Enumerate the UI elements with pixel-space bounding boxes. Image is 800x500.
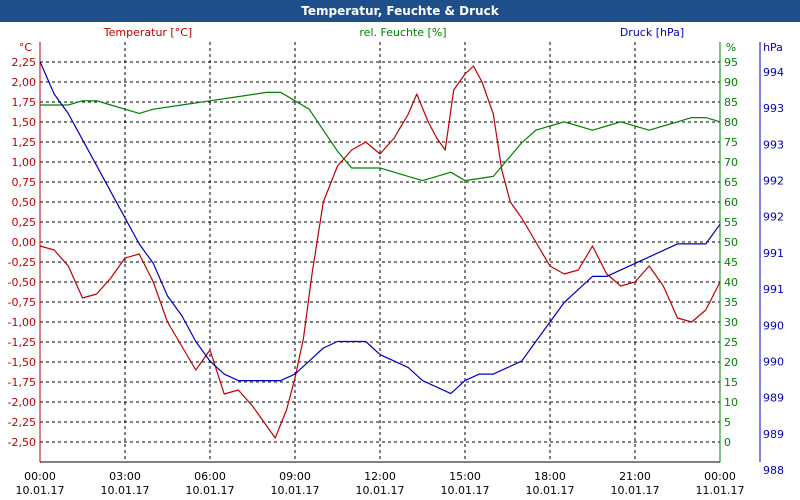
x-tick-date: 10.01.17 bbox=[356, 484, 405, 497]
humidity-tick-label: 85 bbox=[724, 96, 738, 109]
humidity-tick-label: 5 bbox=[724, 416, 731, 429]
humidity-tick-label: 90 bbox=[724, 76, 738, 89]
humidity-tick-label: 30 bbox=[724, 316, 738, 329]
temperature-tick-label: 0,50 bbox=[12, 196, 37, 209]
x-tick-date: 10.01.17 bbox=[526, 484, 575, 497]
temperature-tick-label: 1,50 bbox=[12, 116, 37, 129]
x-tick-date: 11.01.17 bbox=[696, 484, 745, 497]
humidity-tick-label: 55 bbox=[724, 216, 738, 229]
temperature-tick-label: -0,75 bbox=[8, 296, 36, 309]
x-tick-date: 10.01.17 bbox=[611, 484, 660, 497]
humidity-tick-label: 0 bbox=[724, 436, 731, 449]
pressure-tick-label: 990 bbox=[763, 355, 784, 368]
x-tick-time: 00:00 bbox=[704, 470, 736, 483]
pressure-tick-label: 992 bbox=[763, 175, 784, 188]
pressure-tick-label: 993 bbox=[763, 138, 784, 151]
temperature-tick-label: 0,75 bbox=[12, 176, 37, 189]
humidity-tick-label: 45 bbox=[724, 256, 738, 269]
temperature-tick-label: 1,25 bbox=[12, 136, 37, 149]
series bbox=[39, 61, 721, 439]
x-tick-time: 12:00 bbox=[364, 470, 396, 483]
temperature-tick-label: 2,00 bbox=[12, 76, 37, 89]
x-tick-time: 09:00 bbox=[279, 470, 311, 483]
x-tick-time: 15:00 bbox=[449, 470, 481, 483]
pressure-tick-label: 994 bbox=[763, 66, 784, 79]
grid bbox=[40, 42, 720, 462]
humidity-axis-unit: % bbox=[726, 41, 736, 54]
humidity-tick-label: 95 bbox=[724, 56, 738, 69]
x-tick-date: 10.01.17 bbox=[16, 484, 65, 497]
legend-pressure: Druck [hPa] bbox=[620, 26, 684, 39]
axes: 2,25 2,00 1,75 1,50 1,25 1,00 0,75 0,50 0,25 0,00… bbox=[8, 42, 784, 497]
humidity-tick-label: 80 bbox=[724, 116, 738, 129]
pressure-tick-label: 990 bbox=[763, 319, 784, 332]
x-tick-date: 10.01.17 bbox=[271, 484, 320, 497]
x-tick-time: 00:00 bbox=[24, 470, 56, 483]
temperature-tick-label: -2,50 bbox=[8, 436, 36, 449]
temperature-tick-label: -1,25 bbox=[8, 336, 36, 349]
pressure-axis-unit: hPa bbox=[763, 41, 783, 54]
chart: 2,25 2,00 1,75 1,50 1,25 1,00 0,75 0,50 0,25 0,00… bbox=[8, 26, 784, 497]
humidity-tick-label: 20 bbox=[724, 356, 738, 369]
x-tick-date: 10.01.17 bbox=[101, 484, 150, 497]
temperature-tick-label: -1,75 bbox=[8, 376, 36, 389]
pressure-tick-label: 992 bbox=[763, 211, 784, 224]
humidity-tick-label: 60 bbox=[724, 196, 738, 209]
humidity-tick-label: 70 bbox=[724, 156, 738, 169]
temperature-tick-label: 1,00 bbox=[12, 156, 37, 169]
legend-temperature: Temperatur [°C] bbox=[103, 26, 192, 39]
temperature-tick-label: -2,25 bbox=[8, 416, 36, 429]
humidity-tick-label: 25 bbox=[724, 336, 738, 349]
humidity-tick-label: 15 bbox=[724, 376, 738, 389]
humidity-tick-label: 10 bbox=[724, 396, 738, 409]
temperature-tick-label: -0,25 bbox=[8, 256, 36, 269]
x-tick-time: 06:00 bbox=[194, 470, 226, 483]
temperature-tick-label: -1,50 bbox=[8, 356, 36, 369]
humidity-tick-label: 75 bbox=[724, 136, 738, 149]
x-tick-time: 21:00 bbox=[619, 470, 651, 483]
temperature-tick-label: -0,50 bbox=[8, 276, 36, 289]
x-tick-time: 18:00 bbox=[534, 470, 566, 483]
pressure-tick-label: 989 bbox=[763, 392, 784, 405]
humidity-tick-label: 50 bbox=[724, 236, 738, 249]
temperature-tick-label: 2,25 bbox=[12, 56, 37, 69]
x-tick-date: 10.01.17 bbox=[186, 484, 235, 497]
left-axis-unit: °C bbox=[19, 41, 33, 54]
pressure-tick-label: 989 bbox=[763, 428, 784, 441]
x-tick-date: 10.01.17 bbox=[441, 484, 490, 497]
window-title: Temperatur, Feuchte & Druck bbox=[0, 0, 800, 22]
pressure-line bbox=[39, 61, 721, 395]
x-tick-time: 03:00 bbox=[109, 470, 141, 483]
pressure-tick-label: 993 bbox=[763, 102, 784, 115]
temperature-tick-label: 0,25 bbox=[12, 216, 37, 229]
temperature-tick-label: -2,00 bbox=[8, 396, 36, 409]
legend-humidity: rel. Feuchte [%] bbox=[359, 26, 446, 39]
temperature-line bbox=[39, 65, 721, 439]
pressure-tick-label: 991 bbox=[763, 247, 784, 260]
humidity-tick-label: 40 bbox=[724, 276, 738, 289]
temperature-tick-label: 1,75 bbox=[12, 96, 37, 109]
temperature-tick-label: 0,00 bbox=[12, 236, 37, 249]
humidity-tick-label: 35 bbox=[724, 296, 738, 309]
temperature-tick-label: -1,00 bbox=[8, 316, 36, 329]
humidity-line bbox=[40, 91, 721, 182]
pressure-tick-label: 991 bbox=[763, 283, 784, 296]
pressure-tick-label: 988 bbox=[763, 464, 784, 477]
humidity-tick-label: 65 bbox=[724, 176, 738, 189]
